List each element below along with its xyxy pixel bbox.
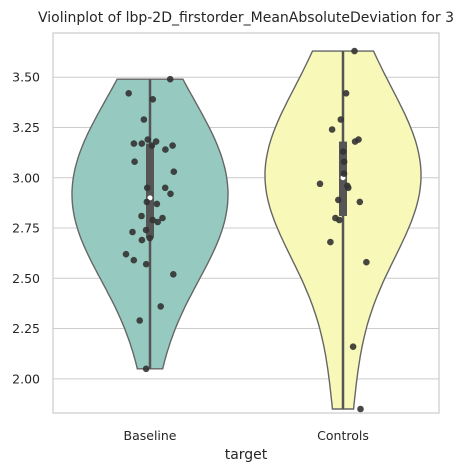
- data-point: [131, 158, 138, 165]
- data-point: [130, 256, 138, 264]
- y-axis-ticks: 2.00 2.25 2.50 2.75 3.00 3.25 3.50: [12, 70, 40, 387]
- data-point: [142, 365, 150, 373]
- y-tick-label: 2.00: [12, 371, 40, 386]
- data-point: [339, 148, 347, 155]
- data-point: [170, 168, 178, 175]
- data-point: [138, 212, 145, 220]
- data-points: [122, 47, 370, 413]
- data-point: [159, 214, 166, 222]
- data-point: [142, 260, 150, 268]
- data-point: [351, 47, 358, 55]
- y-tick-label: 2.75: [12, 221, 40, 236]
- data-point: [122, 250, 130, 258]
- y-tick-label: 2.50: [12, 271, 40, 286]
- data-point: [340, 170, 348, 177]
- data-point: [144, 136, 152, 143]
- data-point: [140, 116, 148, 123]
- x-axis-label: target: [225, 447, 268, 463]
- y-tick-label: 3.50: [12, 70, 40, 85]
- y-tick-label: 3.00: [12, 170, 40, 185]
- data-point: [161, 184, 169, 192]
- data-point: [335, 196, 342, 204]
- y-tick-label: 3.25: [12, 120, 40, 135]
- x-tick-label: Controls: [317, 428, 369, 443]
- violin-iqr-box: [146, 143, 154, 239]
- data-point: [136, 317, 143, 324]
- data-point: [143, 184, 151, 192]
- data-point: [316, 180, 324, 188]
- chart-title: Violinplot of lbp-2D_firstorder_MeanAbso…: [38, 10, 454, 26]
- data-point: [166, 75, 174, 83]
- data-point: [327, 238, 334, 246]
- data-point: [349, 343, 357, 351]
- data-point: [148, 142, 156, 149]
- data-point: [138, 236, 146, 244]
- x-axis-ticks: Baseline Controls: [124, 428, 369, 443]
- data-point: [170, 271, 177, 278]
- data-point: [149, 96, 157, 103]
- data-point: [153, 200, 161, 208]
- data-point: [357, 405, 364, 413]
- data-point: [125, 90, 132, 97]
- data-point: [351, 138, 359, 145]
- x-tick-label: Baseline: [124, 428, 177, 443]
- data-point: [130, 140, 138, 147]
- data-point: [328, 126, 336, 133]
- data-point: [342, 90, 350, 97]
- data-point: [146, 234, 154, 242]
- data-point: [345, 184, 352, 192]
- data-point: [157, 303, 164, 310]
- data-point: [143, 198, 151, 206]
- violin-median: [147, 195, 153, 201]
- data-point: [340, 158, 348, 165]
- violins: [71, 50, 422, 410]
- data-point: [154, 218, 161, 226]
- data-point: [337, 116, 345, 123]
- plot-frame: [52, 32, 440, 414]
- y-tick-label: 2.25: [12, 321, 40, 336]
- data-point: [167, 190, 174, 198]
- data-point: [149, 216, 156, 224]
- data-point: [356, 198, 364, 206]
- data-point: [138, 140, 146, 147]
- data-point: [336, 216, 343, 224]
- data-point: [129, 228, 136, 236]
- data-point: [363, 258, 370, 266]
- data-point: [162, 146, 169, 153]
- data-point: [169, 142, 176, 149]
- data-point: [142, 226, 150, 234]
- data-point: [152, 138, 160, 145]
